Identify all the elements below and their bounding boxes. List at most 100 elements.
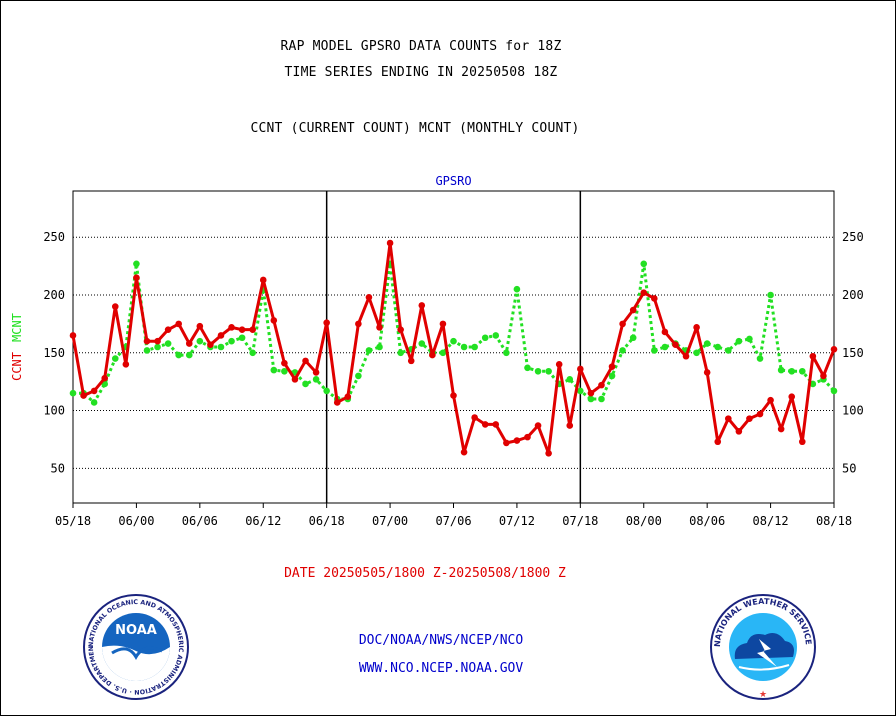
ccnt-point-60 [703, 369, 711, 376]
mcnt-point-27 [355, 372, 362, 380]
mcnt-point-29 [376, 343, 383, 351]
ccnt-point-39 [481, 421, 489, 428]
ccnt-point-31 [397, 326, 404, 333]
x-tick-label-0: 05/18 [55, 514, 91, 528]
y-tick-left-100: 100 [43, 404, 65, 418]
mcnt-point-54 [640, 260, 648, 268]
mcnt-point-9 [164, 340, 172, 347]
y-tick-right-250: 250 [842, 230, 864, 244]
ccnt-point-52 [619, 320, 626, 328]
ccnt-point-0 [69, 332, 77, 339]
mcnt-point-40 [492, 332, 500, 339]
ccnt-point-68 [788, 393, 796, 400]
ccnt-point-26 [344, 393, 352, 400]
ccnt-point-56 [661, 328, 669, 336]
ccnt-point-69 [798, 438, 806, 446]
mcnt-point-41 [503, 349, 510, 357]
ccnt-point-45 [545, 450, 552, 457]
x-tick-label-6: 07/06 [435, 514, 471, 528]
mcnt-point-61 [714, 343, 722, 351]
mcnt-point-52 [619, 347, 626, 354]
ccnt-point-12 [196, 322, 204, 330]
y-tick-left-250: 250 [43, 230, 65, 244]
ccnt-point-3 [101, 374, 109, 382]
ccnt-point-67 [777, 425, 785, 433]
ccnt-point-46 [555, 361, 563, 368]
ccnt-point-49 [587, 389, 595, 397]
ccnt-point-40 [492, 421, 500, 428]
ccnt-point-24 [323, 319, 330, 327]
ccnt-point-61 [714, 438, 722, 446]
ccnt-point-9 [164, 326, 172, 333]
ccnt-point-18 [259, 276, 267, 284]
x-tick-label-10: 08/06 [689, 514, 725, 528]
y-tick-left-50: 50 [51, 461, 65, 475]
mcnt-point-10 [175, 351, 182, 359]
mcnt-series-line [73, 262, 836, 404]
x-tick-label-9: 08/00 [626, 514, 662, 528]
mcnt-point-20 [281, 367, 288, 375]
mcnt-point-23 [312, 376, 320, 383]
x-tick-label-3: 06/12 [245, 514, 281, 528]
x-tick-label-8: 07/18 [562, 514, 598, 528]
x-tick-label-11: 08/12 [753, 514, 789, 528]
ccnt-point-10 [175, 320, 182, 328]
ccnt-point-57 [672, 341, 679, 348]
credit-line-2: WWW.NCO.NCEP.NOAA.GOV [358, 661, 524, 676]
x-tick-label-2: 06/06 [182, 514, 218, 528]
ccnt-point-37 [460, 448, 468, 456]
y-tick-right-200: 200 [842, 288, 864, 302]
mcnt-point-45 [545, 367, 552, 375]
ccnt-point-36 [450, 392, 457, 399]
mcnt-point-65 [756, 355, 764, 362]
chart-title: RAP MODEL GPSRO DATA COUNTS for 18Z [280, 39, 562, 54]
mcnt-point-50 [598, 395, 605, 403]
ccnt-point-55 [651, 295, 658, 302]
mcnt-point-44 [534, 367, 542, 375]
mcnt-point-64 [746, 335, 753, 343]
chart-title-line2: TIME SERIES ENDING IN 20250508 18Z [284, 65, 558, 80]
nws-logo: NATIONAL WEATHER SERVICE ★ [710, 594, 816, 700]
ccnt-point-58 [682, 352, 690, 360]
ccnt-point-17 [249, 326, 256, 333]
ccnt-point-44 [534, 422, 542, 429]
ccnt-point-64 [746, 415, 753, 422]
mcnt-point-33 [418, 340, 426, 347]
ccnt-point-32 [407, 357, 415, 365]
ccnt-point-14 [217, 332, 225, 339]
mcnt-point-51 [608, 372, 616, 380]
mcnt-point-2 [90, 399, 98, 406]
ccnt-point-22 [302, 357, 309, 365]
mcnt-point-56 [661, 343, 669, 351]
ccnt-point-53 [629, 306, 637, 314]
mcnt-point-43 [524, 364, 531, 372]
mcnt-point-24 [323, 387, 330, 395]
x-tick-label-12: 08/18 [816, 514, 852, 528]
ccnt-point-25 [333, 399, 341, 406]
mcnt-point-35 [439, 349, 447, 357]
ccnt-point-42 [513, 437, 521, 444]
mcnt-point-17 [249, 349, 256, 357]
ccnt-point-21 [291, 376, 299, 383]
ccnt-point-8 [154, 337, 161, 345]
credit-line-1: DOC/NOAA/NWS/NCEP/NCO [358, 633, 524, 648]
mcnt-point-69 [798, 367, 806, 375]
mcnt-point-15 [228, 337, 235, 345]
ccnt-point-7 [143, 337, 151, 345]
ccnt-point-54 [640, 289, 648, 296]
mcnt-point-14 [217, 343, 225, 351]
ccnt-point-59 [693, 324, 700, 331]
mcnt-point-16 [238, 334, 246, 342]
ccnt-point-38 [471, 414, 478, 421]
ccnt-point-50 [598, 381, 605, 389]
ccnt-point-34 [429, 351, 436, 359]
ccnt-point-11 [185, 340, 193, 347]
ccnt-point-6 [133, 274, 140, 281]
x-tick-label-4: 06/18 [309, 514, 345, 528]
mcnt-point-36 [450, 337, 457, 345]
mcnt-point-19 [270, 366, 278, 374]
ccnt-point-66 [767, 396, 774, 404]
y-axis-label: CCNT MCNT [10, 313, 24, 381]
mcnt-point-70 [809, 380, 817, 388]
y-axis-label-mcnt: MCNT [10, 313, 24, 342]
